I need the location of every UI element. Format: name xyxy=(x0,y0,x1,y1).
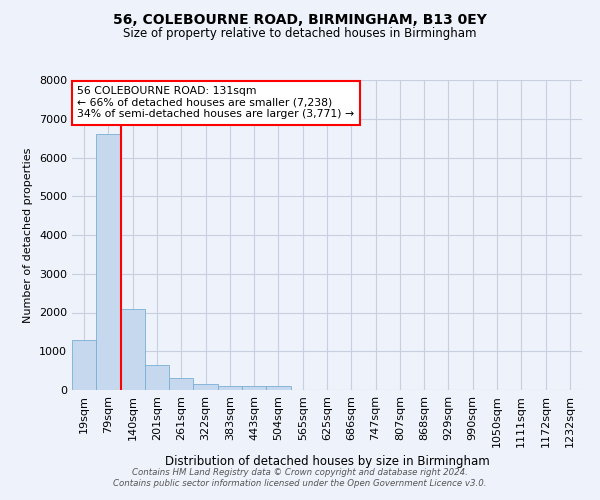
X-axis label: Distribution of detached houses by size in Birmingham: Distribution of detached houses by size … xyxy=(164,455,490,468)
Bar xyxy=(266,386,290,390)
Text: Size of property relative to detached houses in Birmingham: Size of property relative to detached ho… xyxy=(123,28,477,40)
Bar xyxy=(218,386,242,390)
Bar xyxy=(72,340,96,390)
Y-axis label: Number of detached properties: Number of detached properties xyxy=(23,148,34,322)
Bar xyxy=(169,378,193,390)
Bar xyxy=(193,384,218,390)
Text: 56 COLEBOURNE ROAD: 131sqm
← 66% of detached houses are smaller (7,238)
34% of s: 56 COLEBOURNE ROAD: 131sqm ← 66% of deta… xyxy=(77,86,354,120)
Text: Contains HM Land Registry data © Crown copyright and database right 2024.
Contai: Contains HM Land Registry data © Crown c… xyxy=(113,468,487,487)
Bar xyxy=(121,310,145,390)
Bar xyxy=(242,386,266,390)
Text: 56, COLEBOURNE ROAD, BIRMINGHAM, B13 0EY: 56, COLEBOURNE ROAD, BIRMINGHAM, B13 0EY xyxy=(113,12,487,26)
Bar xyxy=(145,365,169,390)
Bar xyxy=(96,134,121,390)
